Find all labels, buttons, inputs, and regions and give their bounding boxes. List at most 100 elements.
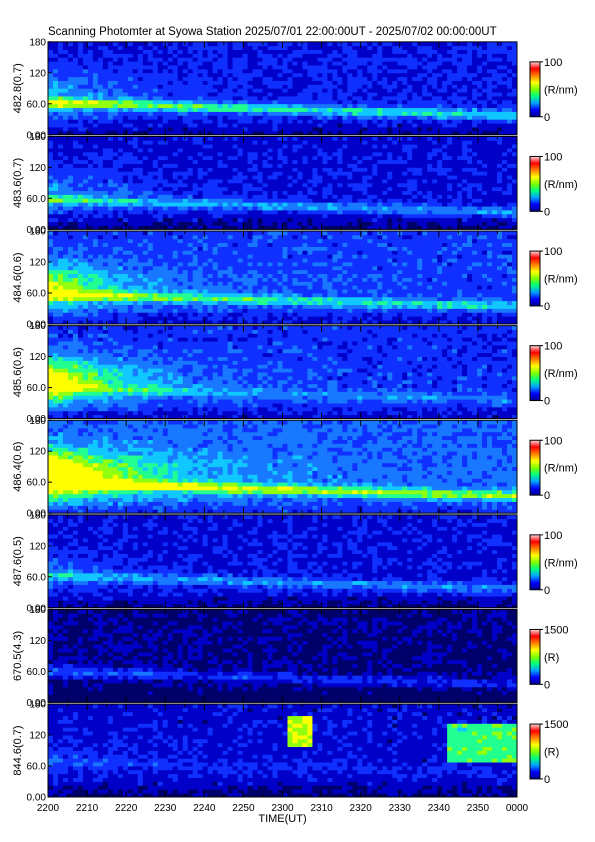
heatmap-cell <box>77 84 84 89</box>
heatmap-cell <box>437 103 443 109</box>
heatmap-cell <box>462 202 468 207</box>
heatmap-cell <box>492 206 498 211</box>
heatmap-cell <box>202 186 209 192</box>
heatmap-cell <box>412 92 418 97</box>
heatmap-cell <box>277 221 283 226</box>
heatmap-cell <box>427 202 433 207</box>
heatmap-cell <box>482 167 488 172</box>
heatmap-cell <box>217 225 224 230</box>
heatmap-cell <box>92 182 99 188</box>
heatmap-cell <box>182 68 189 74</box>
heatmap-cell <box>462 155 468 161</box>
heatmap-cell <box>277 123 283 128</box>
heatmap-cell <box>222 84 229 89</box>
heatmap-cell <box>197 80 204 85</box>
heatmap-cell <box>387 68 393 74</box>
heatmap-cell <box>127 115 134 120</box>
heatmap-cell <box>182 155 189 161</box>
heatmap-cell <box>102 92 109 97</box>
heatmap-cell <box>122 65 129 70</box>
heatmap-cell <box>77 312 84 317</box>
heatmap-cell <box>162 194 169 199</box>
heatmap-cell <box>262 53 268 58</box>
heatmap-cell <box>442 130 448 136</box>
heatmap-cell <box>67 210 74 215</box>
heatmap-cell <box>322 155 328 161</box>
heatmap-cell <box>247 148 253 153</box>
heatmap-cell <box>372 186 378 192</box>
heatmap-cell <box>437 140 443 145</box>
heatmap-cell <box>467 198 473 203</box>
heatmap-cell <box>442 72 448 78</box>
heatmap-cell <box>62 175 69 180</box>
heatmap-cell <box>362 210 368 215</box>
heatmap-cell <box>87 151 94 157</box>
heatmap-cell <box>237 175 243 180</box>
heatmap-cell <box>212 148 219 153</box>
heatmap-cell <box>137 171 144 176</box>
heatmap-cell <box>467 68 473 74</box>
heatmap-cell <box>157 182 164 188</box>
heatmap-cell <box>147 49 154 54</box>
heatmap-cell <box>112 300 119 305</box>
heatmap-cell <box>272 190 278 195</box>
heatmap-cell <box>202 210 209 215</box>
heatmap-cell <box>287 171 293 176</box>
heatmap-cell <box>277 84 283 89</box>
heatmap-cell <box>87 144 94 149</box>
heatmap-cell <box>57 49 64 54</box>
heatmap-cell <box>48 292 54 298</box>
heatmap-cell <box>127 92 134 97</box>
heatmap-cell <box>437 159 443 164</box>
heatmap-cell <box>327 186 333 192</box>
heatmap-cell <box>102 136 109 141</box>
heatmap-cell <box>57 221 64 226</box>
heatmap-cell <box>282 190 288 195</box>
heatmap-cell <box>107 61 114 66</box>
heatmap-cell <box>212 84 219 89</box>
heatmap-cell <box>457 111 463 116</box>
heatmap-cell <box>402 72 408 78</box>
heatmap-cell <box>147 127 154 132</box>
heatmap-cell <box>467 221 473 226</box>
heatmap-cell <box>432 140 438 145</box>
heatmap-cell <box>87 99 94 105</box>
heatmap-cell <box>157 65 164 70</box>
heatmap-cell <box>217 202 224 207</box>
heatmap-cell <box>302 57 308 62</box>
heatmap-cell <box>322 213 328 219</box>
heatmap-cell <box>497 194 503 199</box>
heatmap-cell <box>497 53 503 58</box>
heatmap-cell <box>297 148 303 153</box>
heatmap-cell <box>332 72 338 78</box>
heatmap-cell <box>167 175 174 180</box>
heatmap-cell <box>87 273 94 278</box>
heatmap-cell <box>357 167 363 172</box>
heatmap-cell <box>282 130 288 136</box>
heatmap-cell <box>347 41 353 47</box>
heatmap-cell <box>177 194 184 199</box>
heatmap-cell <box>117 72 124 78</box>
heatmap-cell <box>237 119 243 124</box>
heatmap-cell <box>57 308 64 313</box>
heatmap-cell <box>267 80 273 85</box>
heatmap-cell <box>162 151 169 157</box>
heatmap-cell <box>207 41 214 47</box>
heatmap-cell <box>437 123 443 128</box>
heatmap-cell <box>207 111 214 116</box>
heatmap-cell <box>412 115 418 120</box>
heatmap-cell <box>492 194 498 199</box>
heatmap-cell <box>102 49 109 54</box>
heatmap-cell <box>452 130 458 136</box>
heatmap-cell <box>227 225 234 230</box>
heatmap-cell <box>302 84 308 89</box>
heatmap-cell <box>67 182 74 188</box>
heatmap-cell <box>127 186 134 192</box>
heatmap-cell <box>177 103 184 109</box>
heatmap-cell <box>287 41 293 47</box>
heatmap-cell <box>402 49 408 54</box>
heatmap-cell <box>392 111 398 116</box>
heatmap-cell <box>412 41 418 47</box>
heatmap-cell <box>67 221 74 226</box>
heatmap-cell <box>157 186 164 192</box>
